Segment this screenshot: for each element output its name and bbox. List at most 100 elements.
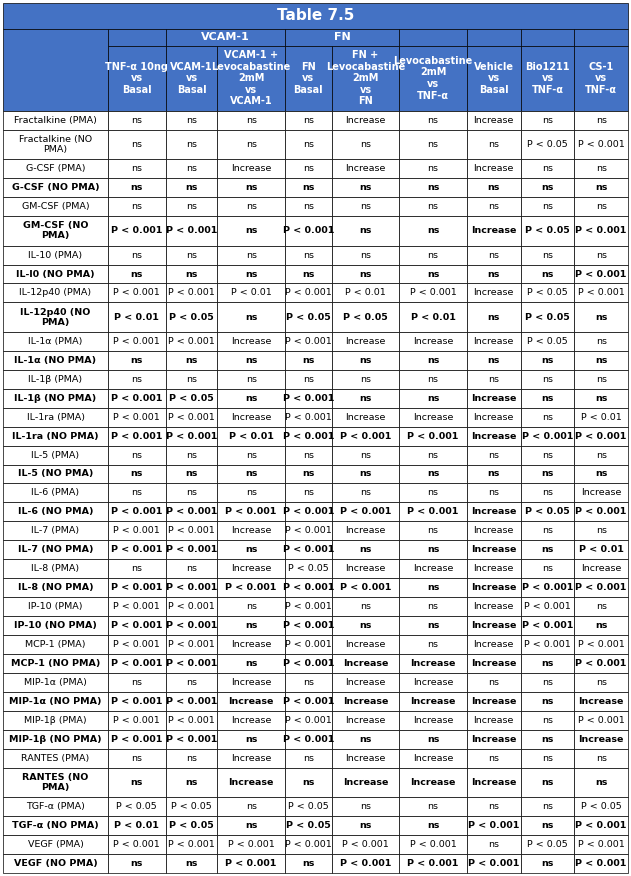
Bar (332, 159, 399, 179)
Bar (3, 597, 108, 616)
Text: ns: ns (542, 526, 553, 535)
Bar (108, 503, 166, 521)
Text: P < 0.05: P < 0.05 (527, 288, 568, 298)
Text: ns: ns (186, 375, 197, 384)
Text: P < 0.001: P < 0.001 (114, 840, 160, 849)
Text: ns: ns (245, 621, 257, 630)
Text: ns: ns (596, 165, 606, 173)
Text: P < 0.001: P < 0.001 (522, 583, 573, 592)
Bar (399, 521, 467, 540)
Text: P < 0.05: P < 0.05 (525, 226, 570, 236)
Bar (521, 332, 574, 350)
Bar (521, 578, 574, 597)
Text: ns: ns (186, 165, 197, 173)
Text: ns: ns (596, 375, 606, 384)
Bar (285, 46, 332, 111)
Bar (3, 767, 108, 797)
Text: ns: ns (542, 802, 553, 811)
Text: P < 0.001: P < 0.001 (285, 288, 332, 298)
Text: ns: ns (303, 450, 314, 460)
Text: ns: ns (245, 375, 257, 384)
Text: ns: ns (595, 183, 608, 192)
Bar (217, 816, 285, 835)
Bar (574, 446, 628, 464)
Text: Increase: Increase (345, 413, 386, 421)
Text: ns: ns (488, 183, 500, 192)
Text: IL-1α (NO PMA): IL-1α (NO PMA) (15, 356, 97, 364)
Bar (3, 302, 108, 332)
Bar (467, 540, 521, 559)
Bar (574, 197, 628, 216)
Text: ns: ns (542, 251, 553, 259)
Text: ns: ns (428, 116, 439, 125)
Text: Increase: Increase (345, 716, 386, 725)
Bar (521, 130, 574, 159)
Bar (3, 332, 108, 350)
Bar (574, 427, 628, 446)
Bar (3, 816, 108, 835)
Text: P < 0.001: P < 0.001 (283, 735, 334, 744)
Bar (285, 654, 332, 673)
Text: ns: ns (245, 659, 257, 668)
Bar (3, 673, 108, 692)
Text: MCP-1 (NO PMA): MCP-1 (NO PMA) (11, 659, 100, 668)
Text: Increase: Increase (474, 288, 514, 298)
Text: ns: ns (427, 735, 439, 744)
Bar (574, 464, 628, 484)
Bar (3, 797, 108, 816)
Text: ns: ns (302, 470, 314, 478)
Bar (3, 711, 108, 730)
Text: ns: ns (131, 202, 143, 211)
Text: ns: ns (488, 489, 499, 498)
Text: TGF-α (NO PMA): TGF-α (NO PMA) (12, 821, 99, 830)
Bar (3, 111, 108, 130)
Bar (3, 3, 628, 29)
Bar (285, 797, 332, 816)
Text: IL-5 (NO PMA): IL-5 (NO PMA) (18, 470, 93, 478)
Text: P < 0.001: P < 0.001 (578, 840, 625, 849)
Text: Increase: Increase (413, 678, 453, 687)
Bar (217, 730, 285, 749)
Bar (521, 350, 574, 370)
Text: Increase: Increase (343, 697, 388, 706)
Text: P < 0.001: P < 0.001 (578, 288, 625, 298)
Text: ns: ns (131, 754, 143, 763)
Text: ns: ns (131, 116, 143, 125)
Text: ns: ns (596, 678, 606, 687)
Bar (166, 265, 217, 284)
Bar (332, 245, 399, 265)
Bar (521, 797, 574, 816)
Text: ns: ns (541, 270, 553, 279)
Bar (108, 197, 166, 216)
Text: P < 0.001: P < 0.001 (340, 432, 391, 441)
Bar (521, 464, 574, 484)
Bar (285, 503, 332, 521)
Bar (574, 673, 628, 692)
Text: RANTES (PMA): RANTES (PMA) (21, 754, 90, 763)
Text: Increase: Increase (231, 413, 271, 421)
Text: IL-10 (PMA): IL-10 (PMA) (28, 251, 83, 259)
Bar (332, 835, 399, 854)
Bar (285, 767, 332, 797)
Text: P < 0.01: P < 0.01 (411, 313, 456, 321)
Text: Increase: Increase (471, 507, 516, 517)
Bar (217, 559, 285, 578)
Text: Levocabastine
2mM
vs
TNF-α: Levocabastine 2mM vs TNF-α (394, 56, 473, 101)
Text: P < 0.001: P < 0.001 (524, 640, 571, 649)
Text: P < 0.001: P < 0.001 (114, 602, 160, 611)
Text: P < 0.001: P < 0.001 (285, 336, 332, 346)
Bar (3, 216, 108, 245)
Text: P < 0.001: P < 0.001 (408, 859, 459, 868)
Text: ns: ns (360, 202, 371, 211)
Text: ns: ns (360, 489, 371, 498)
Bar (467, 673, 521, 692)
Bar (521, 835, 574, 854)
Bar (285, 446, 332, 464)
Text: ns: ns (131, 140, 143, 149)
Text: Increase: Increase (474, 716, 514, 725)
Text: ns: ns (360, 375, 371, 384)
Text: P < 0.001: P < 0.001 (168, 336, 215, 346)
Bar (332, 111, 399, 130)
Text: ns: ns (488, 140, 499, 149)
Bar (217, 503, 285, 521)
